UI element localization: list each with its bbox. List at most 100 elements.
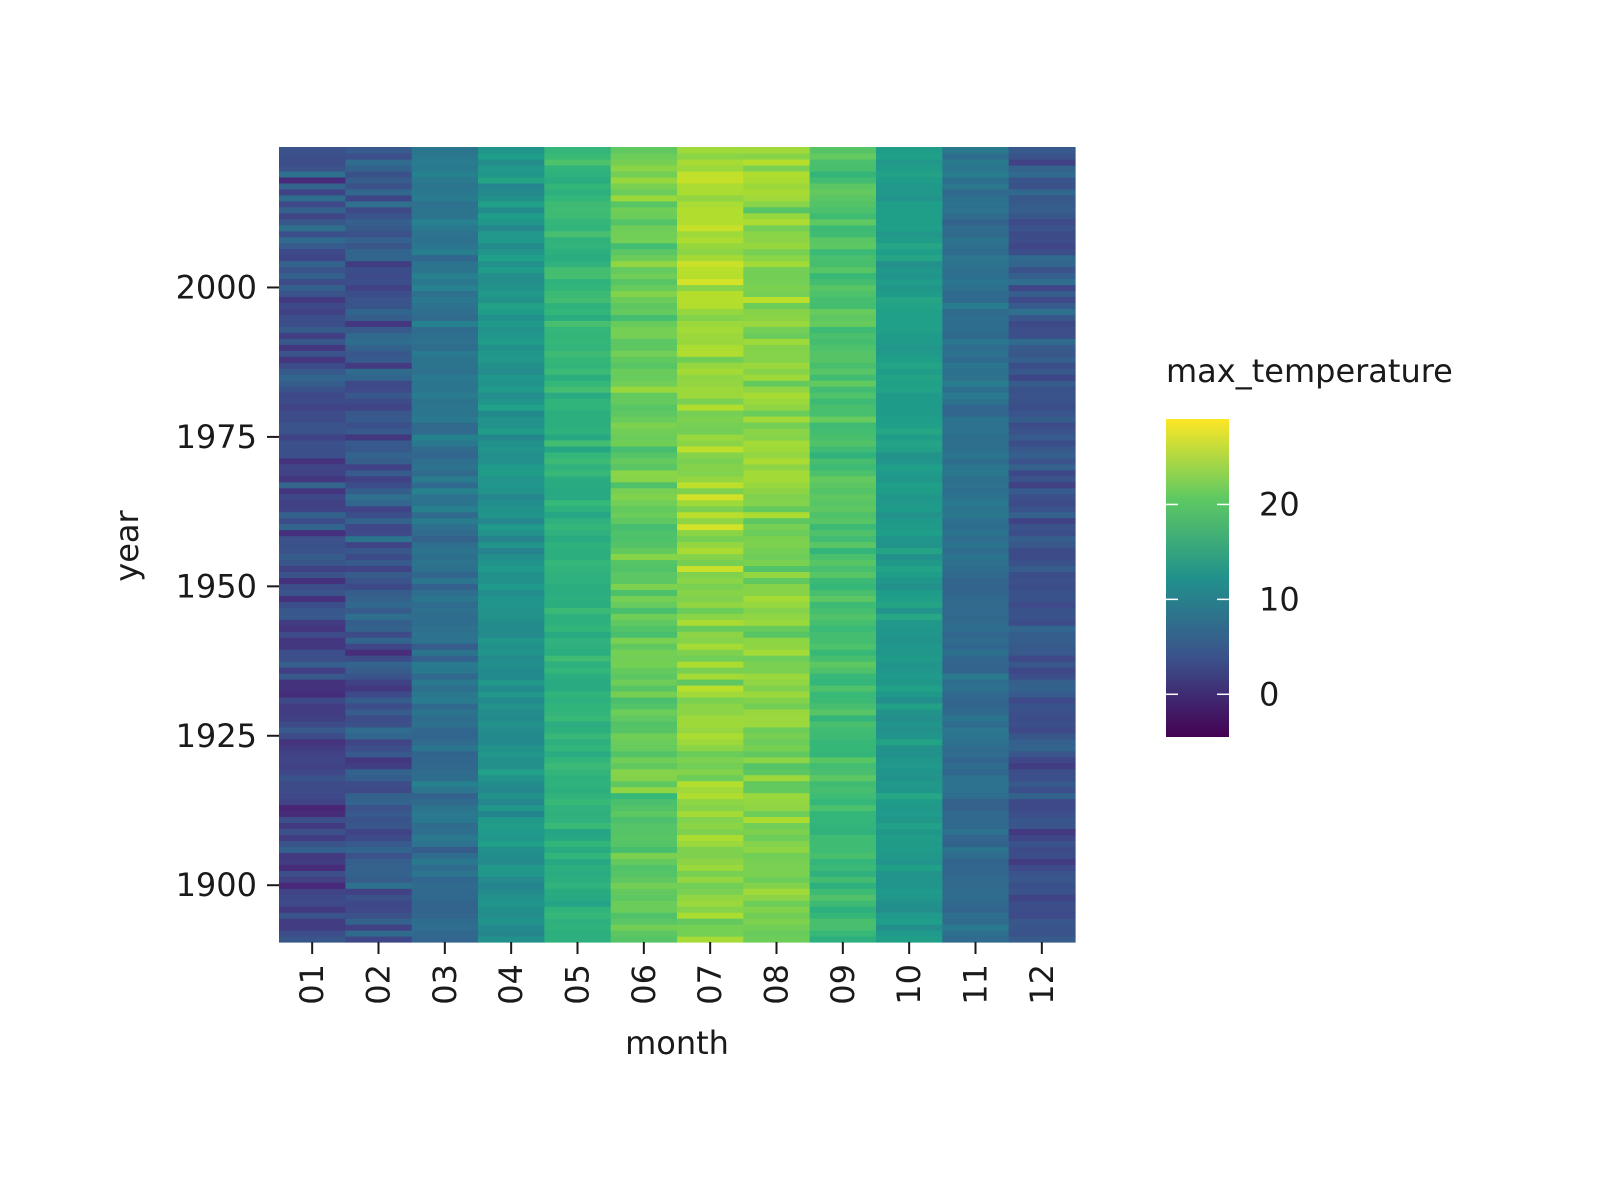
heat-cell <box>677 212 744 220</box>
heat-cell <box>677 846 744 853</box>
heat-cell <box>809 266 877 274</box>
heat-cell <box>1008 918 1076 925</box>
heat-cell <box>1008 870 1076 877</box>
heat-cell <box>544 218 612 226</box>
heat-cell <box>876 894 943 901</box>
heat-cell <box>743 523 811 531</box>
heat-cell <box>411 762 479 770</box>
heat-cell <box>1008 822 1076 830</box>
heat-cell <box>942 589 1010 596</box>
heat-cell <box>1008 846 1076 853</box>
heat-cell <box>1008 242 1076 250</box>
heat-cell <box>279 302 346 309</box>
heat-cell <box>876 786 943 794</box>
heat-cell <box>345 852 413 859</box>
heat-cell <box>411 750 479 758</box>
heat-cell <box>677 780 744 788</box>
heat-cell <box>876 332 943 339</box>
heat-cell <box>411 529 479 537</box>
heat-cell <box>942 332 1010 339</box>
heat-cell <box>809 655 877 662</box>
heat-cell <box>677 147 744 154</box>
heat-cell <box>610 152 678 160</box>
heat-cell <box>478 511 545 519</box>
heat-cell <box>809 708 877 716</box>
heat-cell <box>809 194 877 202</box>
heat-cell <box>544 182 612 190</box>
heat-cell <box>677 702 744 710</box>
heat-cell <box>544 170 612 178</box>
heat-cell <box>411 589 479 596</box>
heat-cell <box>677 696 744 704</box>
heat-cell <box>345 326 413 333</box>
heat-cell <box>876 284 943 292</box>
heat-cell <box>610 553 678 561</box>
heat-cell <box>743 667 811 674</box>
heat-cell <box>478 894 545 901</box>
heat-cell <box>677 164 744 172</box>
heat-cell <box>411 870 479 877</box>
heat-cell <box>411 481 479 489</box>
heat-cell <box>411 858 479 865</box>
heat-cell <box>544 380 612 387</box>
heat-cell <box>345 463 413 471</box>
heat-cell <box>411 619 479 626</box>
heat-cell <box>544 356 612 363</box>
heat-cell <box>677 362 744 369</box>
heat-cell <box>411 840 479 847</box>
heat-cell <box>677 272 744 280</box>
heat-cell <box>809 374 877 381</box>
heat-cell <box>743 326 811 333</box>
heat-cell <box>478 517 545 525</box>
y-tick-label: 1925 <box>176 717 257 755</box>
heat-cell <box>1008 720 1076 728</box>
heat-cell <box>279 296 346 304</box>
heat-cell <box>610 840 678 847</box>
heat-cell <box>942 326 1010 333</box>
heat-cell <box>279 433 346 441</box>
heat-cell <box>743 816 811 824</box>
heat-cell <box>610 858 678 865</box>
heat-cell <box>544 852 612 859</box>
heat-cell <box>677 308 744 315</box>
heat-cell <box>876 774 943 782</box>
heat-cell <box>478 499 545 507</box>
heat-cell <box>345 906 413 913</box>
heat-cell <box>411 344 479 351</box>
heat-cell <box>411 643 479 650</box>
heat-cell <box>876 762 943 770</box>
heat-cell <box>876 272 943 280</box>
heat-cell <box>478 786 545 794</box>
heat-cell <box>478 798 545 806</box>
heat-cell <box>809 308 877 315</box>
heat-cell <box>942 463 1010 471</box>
heat-cell <box>345 936 413 943</box>
heat-cell <box>876 744 943 752</box>
heat-cell <box>610 308 678 315</box>
heat-cell <box>743 338 811 345</box>
heat-cell <box>876 870 943 877</box>
heat-cell <box>1008 768 1076 776</box>
heat-cell <box>677 900 744 907</box>
heat-cell <box>1008 702 1076 710</box>
heat-cell <box>411 147 479 154</box>
heat-cell <box>411 505 479 513</box>
heat-cell <box>677 613 744 620</box>
heat-cell <box>610 565 678 572</box>
heat-cell <box>942 631 1010 638</box>
heat-cell <box>544 398 612 405</box>
heat-cell <box>1008 930 1076 937</box>
heat-cell <box>478 254 545 262</box>
heat-cell <box>610 170 678 178</box>
heat-cell <box>876 882 943 889</box>
heat-cell <box>809 726 877 734</box>
heat-cell <box>876 182 943 190</box>
heat-cell <box>544 475 612 483</box>
heat-cell <box>809 535 877 543</box>
heat-cell <box>677 404 744 411</box>
heat-cell <box>677 188 744 196</box>
heat-cell <box>743 284 811 292</box>
heat-cell <box>677 350 744 357</box>
heat-cell <box>1008 398 1076 405</box>
heat-cell <box>345 392 413 399</box>
